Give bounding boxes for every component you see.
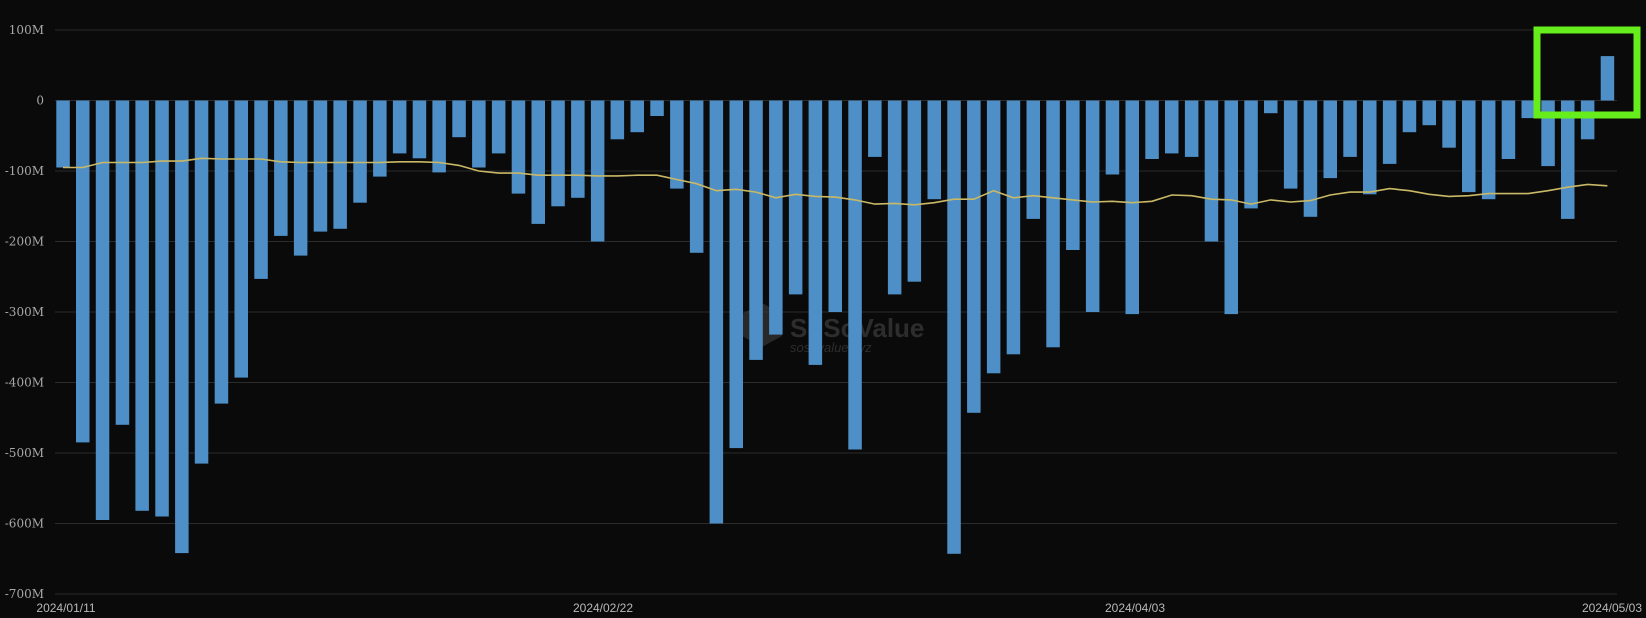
- flow-bar: [887, 100, 902, 295]
- flow-bar: [848, 100, 862, 450]
- flow-bar: [907, 100, 922, 282]
- flow-bar: [729, 100, 743, 449]
- flow-bar: [1184, 100, 1199, 157]
- flow-bar: [1501, 100, 1516, 159]
- flow-bar: [214, 100, 229, 404]
- flow-bar: [986, 100, 1001, 374]
- flow-bars: [56, 56, 1615, 554]
- highlight-box: [1533, 26, 1641, 119]
- y-axis-ticks: 100M 0 -100M -200M -300M -400M -500M -600M -700M: [5, 23, 44, 601]
- y-tick-label: -200M: [5, 235, 44, 249]
- flow-bar: [175, 100, 189, 554]
- x-tick-label: 2024/04/03: [1105, 601, 1165, 615]
- flow-bar: [769, 100, 783, 335]
- flow-bar: [1521, 100, 1535, 119]
- flow-bar: [808, 100, 823, 365]
- flow-bar: [1244, 100, 1258, 209]
- flow-bar: [373, 100, 387, 177]
- flow-bar: [650, 100, 664, 116]
- x-tick-label: 2024/02/22: [573, 601, 633, 615]
- flow-bar: [1085, 100, 1100, 312]
- flow-bar: [1363, 100, 1377, 195]
- flow-bar: [1303, 100, 1318, 217]
- flow-bar: [472, 100, 486, 168]
- flow-bar: [1402, 100, 1417, 133]
- flow-bar: [1541, 100, 1555, 167]
- flow-bar: [709, 100, 724, 524]
- flow-bar: [452, 100, 466, 138]
- flow-bar: [353, 100, 367, 203]
- flow-bar: [828, 100, 842, 312]
- flow-bar: [531, 100, 545, 224]
- flow-bar: [234, 100, 248, 378]
- flow-bar: [1026, 100, 1040, 219]
- flow-bar: [1580, 100, 1595, 140]
- flow-bar: [927, 100, 941, 200]
- x-tick-label: 2024/01/11: [36, 601, 95, 615]
- flow-bar: [432, 100, 446, 173]
- flow-bar: [333, 100, 347, 229]
- x-axis-ticks: 2024/01/11 2024/02/22 2024/04/03 2024/05/03: [36, 601, 1642, 615]
- flow-bar: [610, 100, 625, 140]
- flow-bar: [1264, 100, 1278, 114]
- y-tick-label: -700M: [5, 587, 44, 601]
- flow-bar: [1006, 100, 1021, 355]
- flow-bar: [1165, 100, 1179, 154]
- y-tick-label: -400M: [5, 376, 44, 390]
- flow-bar: [1442, 100, 1456, 148]
- y-tick-label: -500M: [5, 446, 44, 460]
- flow-bar: [1066, 100, 1080, 250]
- flow-bar: [511, 100, 526, 194]
- flow-bar: [788, 100, 803, 295]
- flow-bar: [491, 100, 506, 154]
- flow-bar: [1105, 100, 1120, 175]
- flow-bar: [115, 100, 130, 425]
- flow-bar: [689, 100, 704, 253]
- flow-bar: [56, 100, 70, 168]
- flow-bar: [1145, 100, 1159, 159]
- flow-bar: [967, 100, 981, 413]
- flow-bar: [155, 100, 169, 517]
- flow-bar: [571, 100, 585, 198]
- flow-bar: [1343, 100, 1357, 157]
- y-tick-label: -100M: [5, 164, 44, 178]
- flow-bar: [947, 100, 961, 554]
- flow-bar: [1224, 100, 1238, 315]
- flow-bar: [670, 100, 684, 189]
- flow-bar: [749, 100, 763, 360]
- flow-bar: [1323, 100, 1337, 179]
- flow-bar: [1283, 100, 1298, 189]
- flow-bar: [1046, 100, 1060, 348]
- flow-bar: [76, 100, 90, 443]
- flow-bar: [551, 100, 565, 207]
- flow-bar: [313, 100, 328, 232]
- flow-bar: [630, 100, 644, 133]
- flow-bar: [1600, 56, 1615, 101]
- flow-bar: [95, 100, 110, 520]
- flow-bar: [254, 100, 268, 279]
- flow-bar: [1462, 100, 1476, 193]
- average-line: [63, 157, 1608, 206]
- y-tick-label: 0: [36, 94, 44, 108]
- flow-bar: [392, 100, 407, 154]
- flow-bar: [1382, 100, 1397, 164]
- flow-bar: [135, 100, 149, 511]
- flow-bar: [868, 100, 882, 157]
- flow-bar: [1422, 100, 1436, 126]
- flow-bar: [412, 100, 427, 159]
- flow-bar: [194, 100, 209, 464]
- flow-bar: [1204, 100, 1219, 242]
- y-tick-label: 100M: [9, 23, 44, 37]
- flow-bar: [590, 100, 605, 242]
- flow-bar: [1481, 100, 1496, 200]
- flow-bar: [1561, 100, 1575, 219]
- y-tick-label: -300M: [5, 305, 44, 319]
- flow-bar: [1125, 100, 1139, 315]
- flow-bar: [274, 100, 288, 236]
- x-tick-label: 2024/05/03: [1582, 601, 1642, 615]
- y-tick-label: -600M: [5, 517, 44, 531]
- flow-bar: [293, 100, 308, 256]
